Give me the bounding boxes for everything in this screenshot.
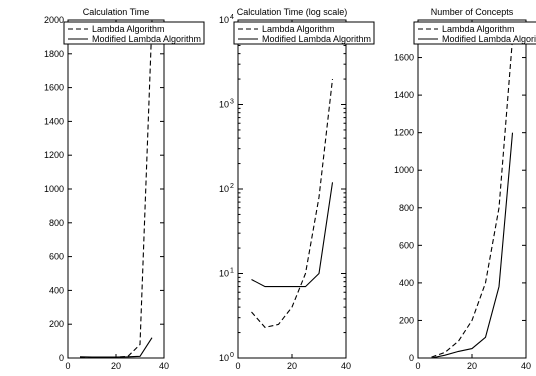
- legend-box: [413, 21, 536, 45]
- x-tick-label: 40: [159, 361, 169, 371]
- y-tick-label: 0: [409, 353, 414, 363]
- y-tick-label: 600: [399, 240, 414, 250]
- y-tick-label: 1000: [44, 184, 64, 194]
- legend-box: [63, 21, 205, 45]
- series-line-modified-lambda: [431, 132, 514, 358]
- series-line-lambda: [251, 79, 334, 329]
- y-tick-label: 2000: [44, 15, 64, 25]
- y-tick-label: 1600: [44, 83, 64, 93]
- y-tick-label: 400: [399, 278, 414, 288]
- x-tick-label: 0: [235, 361, 240, 371]
- y-tick-label: 400: [49, 285, 64, 295]
- legend-label: Lambda Algorithm: [92, 24, 165, 34]
- legend-label: Modified Lambda Algorithm: [262, 34, 371, 44]
- y-tick-label: 1800: [44, 49, 64, 59]
- series-line-lambda: [431, 38, 514, 358]
- y-tick-label: 200: [399, 315, 414, 325]
- y-tick-exponent: 3: [230, 99, 234, 106]
- y-tick-label: 10: [219, 269, 229, 279]
- x-tick-label: 0: [415, 361, 420, 371]
- legend-box: [233, 21, 375, 45]
- y-tick-label: 1600: [394, 53, 414, 63]
- chart-title: Number of Concepts: [431, 7, 514, 17]
- series-line-modified-lambda: [79, 337, 153, 358]
- y-tick-label: 600: [49, 252, 64, 262]
- y-tick-label: 800: [49, 218, 64, 228]
- series-line-modified-lambda: [251, 182, 334, 288]
- y-tick-label: 1200: [394, 128, 414, 138]
- y-tick-label: 1400: [44, 116, 64, 126]
- x-tick-label: 20: [467, 361, 477, 371]
- legend-label: Lambda Algorithm: [442, 24, 515, 34]
- y-tick-label: 1000: [394, 165, 414, 175]
- y-tick-label: 0: [59, 353, 64, 363]
- y-tick-label: 10: [219, 15, 229, 25]
- x-tick-label: 40: [521, 361, 531, 371]
- x-tick-label: 0: [65, 361, 70, 371]
- y-tick-label: 200: [49, 319, 64, 329]
- y-tick-label: 10: [219, 100, 229, 110]
- y-tick-exponent: 1: [230, 268, 234, 275]
- chart-title: Calculation Time (log scale): [237, 7, 348, 17]
- legend-label: Modified Lambda Algorithm: [92, 34, 201, 44]
- y-tick-label: 1200: [44, 150, 64, 160]
- x-tick-label: 40: [341, 361, 351, 371]
- y-tick-exponent: 2: [230, 183, 234, 190]
- chart-title: Calculation Time: [83, 7, 150, 17]
- plot-frame: [417, 19, 527, 359]
- y-tick-label: 10: [219, 353, 229, 363]
- legend-label: Lambda Algorithm: [262, 24, 335, 34]
- series-line-lambda: [79, 20, 153, 358]
- legend-label: Modified Lambda Algorithm: [442, 34, 536, 44]
- y-tick-label: 800: [399, 203, 414, 213]
- x-tick-label: 20: [111, 361, 121, 371]
- y-tick-label: 1400: [394, 90, 414, 100]
- y-tick-exponent: 0: [230, 352, 234, 359]
- y-tick-exponent: 4: [230, 14, 234, 21]
- x-tick-label: 20: [287, 361, 297, 371]
- y-tick-label: 10: [219, 184, 229, 194]
